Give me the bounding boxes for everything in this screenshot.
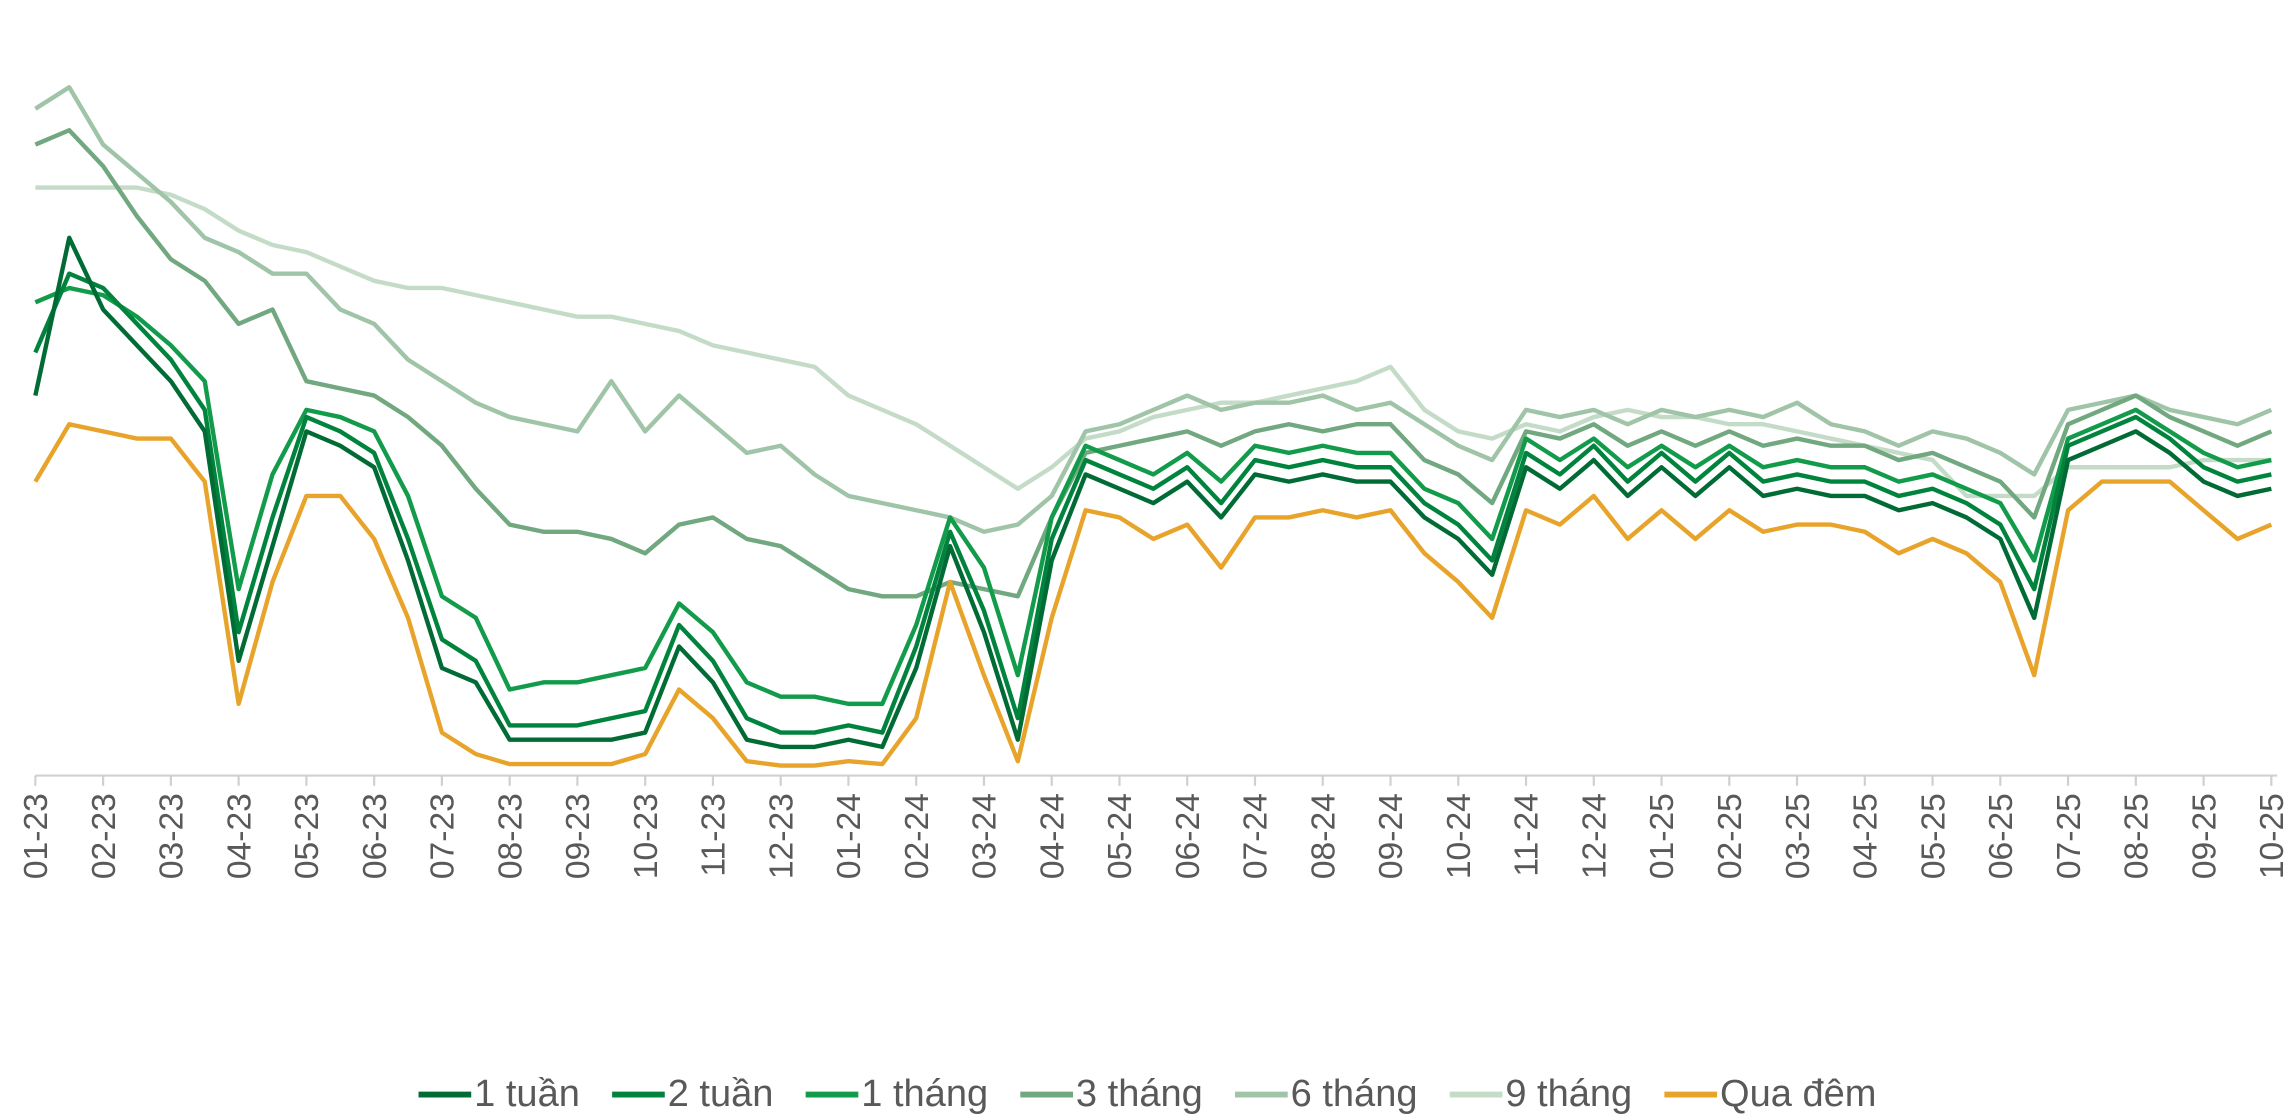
x-tick-label: 08-24 [1305, 793, 1342, 879]
x-tick-label: 03-24 [967, 793, 1004, 879]
x-tick-label: 10-24 [1441, 793, 1478, 879]
series-line [35, 185, 2272, 499]
legend: 1 tuần 2 tuần 1 tháng 3 tháng 6 tháng 9 tháng… [418, 1073, 1876, 1115]
series-line [34, 85, 2273, 534]
series-line [34, 285, 2272, 707]
x-tick-label: 07-23 [425, 793, 462, 879]
legend-item: 2 tuần [612, 1073, 773, 1115]
legend-label: 1 tuần [474, 1073, 580, 1115]
x-tick-label: 10-23 [628, 793, 665, 879]
x-tick-label: 08-25 [2119, 793, 2156, 879]
x-tick-label: 05-24 [1102, 793, 1139, 879]
x-tick-label: 04-25 [1848, 793, 1885, 879]
x-tick-label: 12-23 [763, 793, 800, 879]
legend-item: 3 tháng [1020, 1073, 1203, 1115]
x-tick-label: 12-24 [1576, 793, 1613, 879]
x-tick-label: 09-25 [2186, 793, 2223, 879]
x-tick-label: 10-25 [2254, 793, 2291, 879]
series-line [34, 128, 2273, 599]
x-tick-label: 09-23 [560, 793, 597, 879]
x-tick-label: 03-23 [154, 793, 191, 879]
legend-item: 1 tuần [418, 1073, 580, 1115]
x-tick-label: 06-25 [1983, 793, 2020, 879]
x-tick-label: 08-23 [492, 793, 529, 879]
x-tick-label: 07-25 [2051, 793, 2088, 879]
legend-item: 1 tháng [805, 1073, 988, 1115]
series-line [33, 235, 2272, 750]
legend-label: 9 tháng [1505, 1073, 1632, 1115]
legend-label: 3 tháng [1076, 1073, 1203, 1115]
x-tick-label: 06-24 [1170, 793, 1207, 879]
plot-area [33, 85, 2273, 768]
x-tick-label: 04-23 [221, 793, 258, 879]
x-tick-label: 02-23 [86, 793, 123, 879]
x-tick-label: 09-24 [1373, 793, 1410, 879]
legend-label: 6 tháng [1291, 1073, 1418, 1115]
x-tick-label: 03-25 [1780, 793, 1817, 879]
series-line [33, 422, 2273, 768]
series-line [33, 271, 2272, 735]
x-tick-label: 04-24 [1034, 793, 1071, 879]
legend-label: 1 tháng [861, 1073, 988, 1115]
x-tick-label: 07-24 [1238, 793, 1275, 879]
x-tick-label: 05-23 [289, 793, 326, 879]
legend-item: 9 tháng [1449, 1073, 1632, 1115]
x-tick-label: 05-25 [1915, 793, 1952, 879]
x-tick-label: 11-23 [696, 793, 733, 877]
x-axis-labels: 01-23 02-23 03-23 04-23 05-23 06-23 07-23 08-23… [18, 775, 2291, 879]
legend-label: Qua đêm [1720, 1073, 1876, 1115]
x-tick-label: 01-25 [1644, 793, 1681, 879]
x-tick-label: 02-25 [1712, 793, 1749, 879]
x-tick-label: 01-23 [18, 793, 55, 879]
legend-item: Qua đêm [1664, 1073, 1876, 1115]
x-tick-label: 11-24 [1509, 793, 1546, 877]
x-tick-label: 06-23 [357, 793, 394, 879]
legend-label: 2 tuần [668, 1073, 774, 1115]
legend-item: 6 tháng [1235, 1073, 1418, 1115]
x-tick-label: 02-24 [899, 793, 936, 879]
x-tick-label: 01-24 [831, 793, 868, 879]
